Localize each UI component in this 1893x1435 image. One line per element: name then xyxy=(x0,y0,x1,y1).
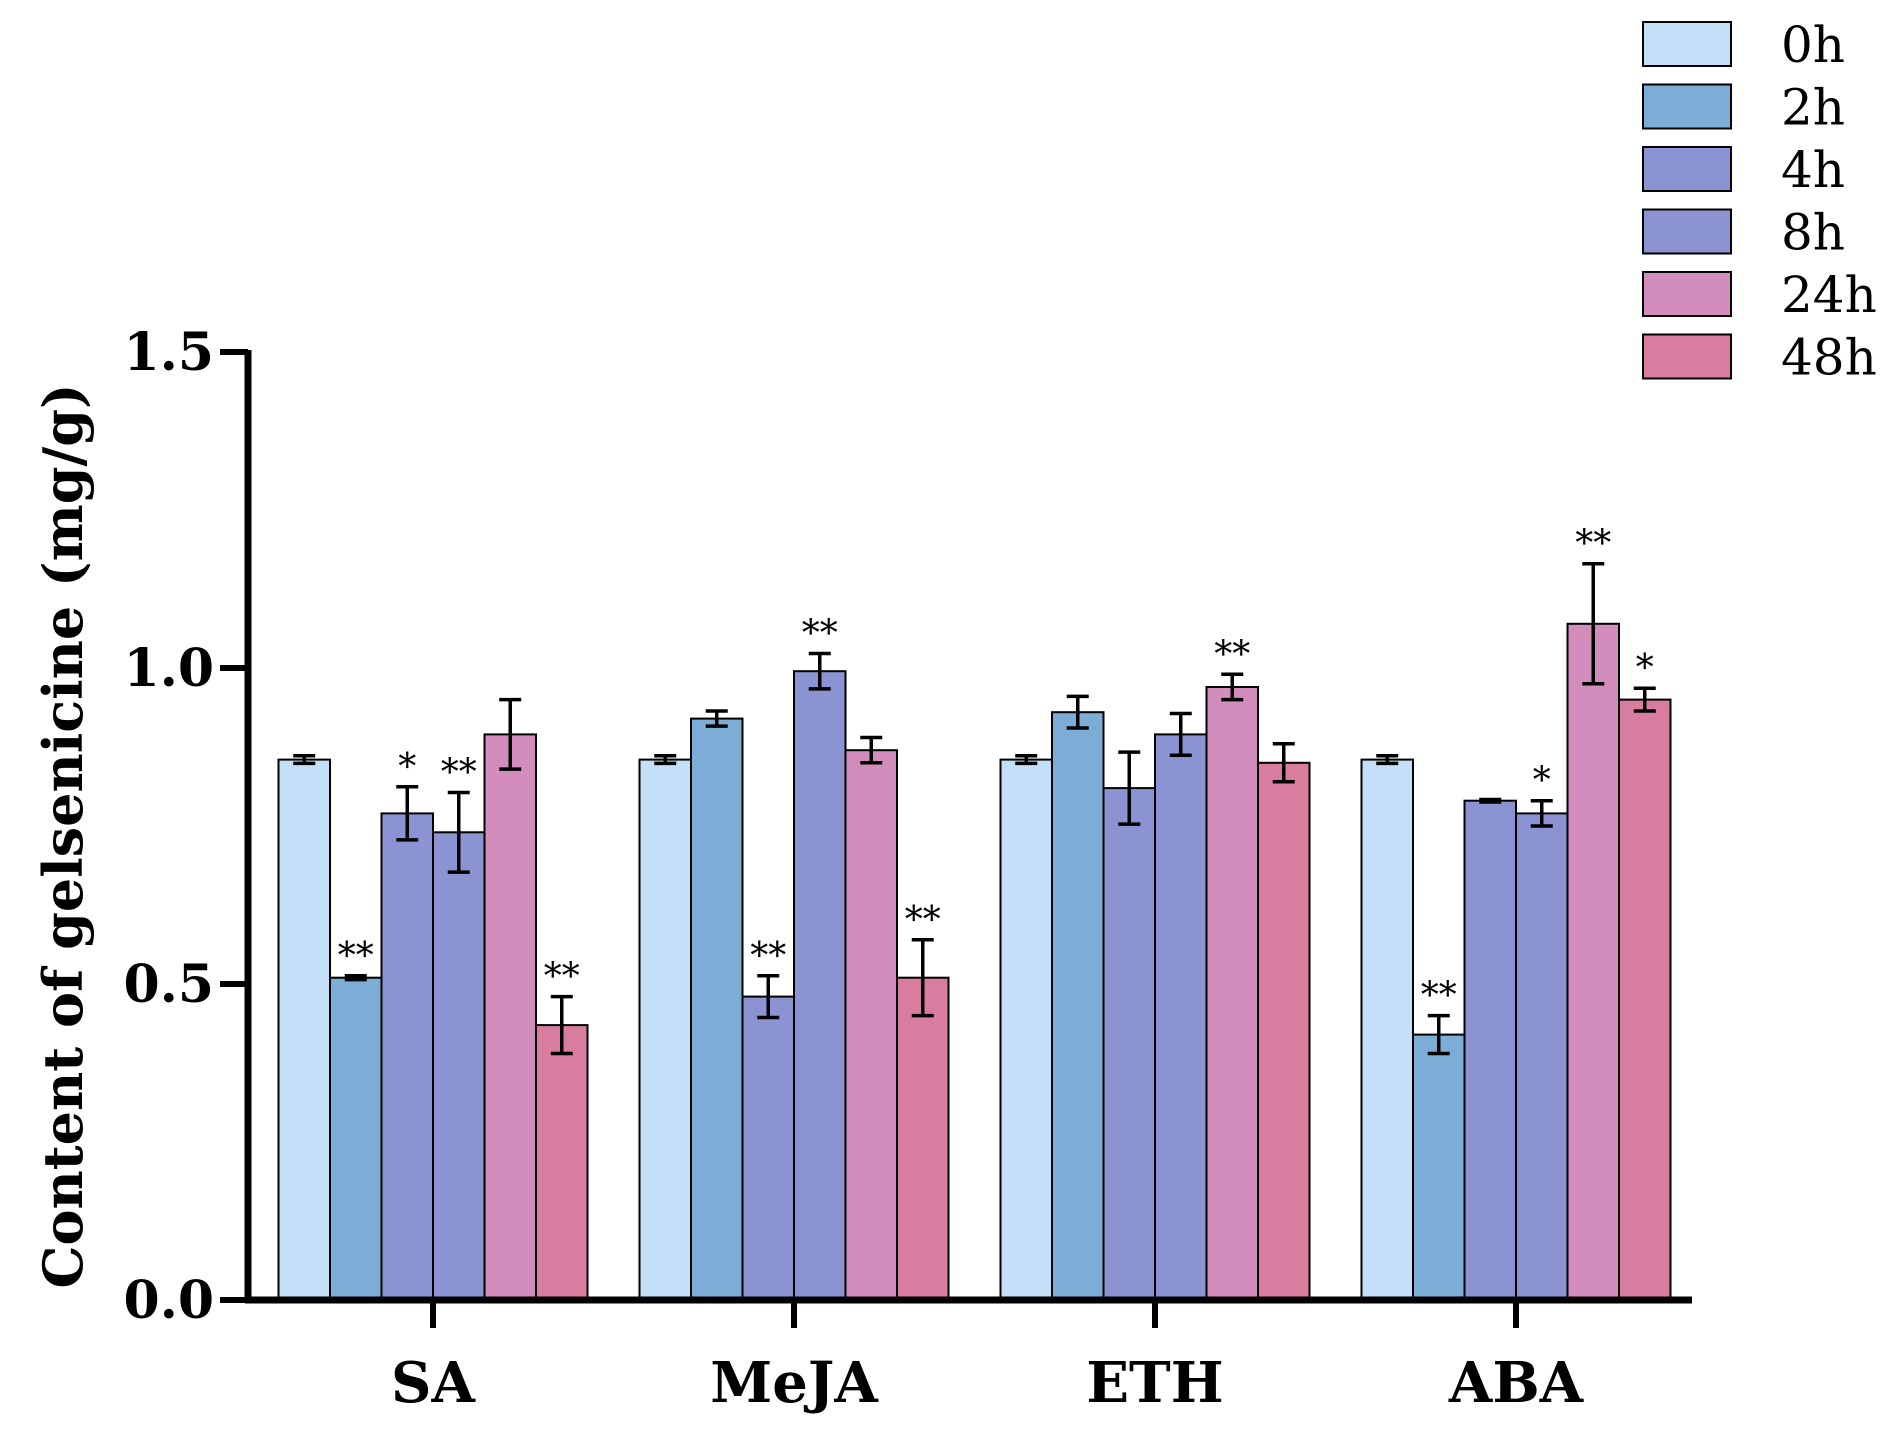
bar-aba-24h xyxy=(1566,622,1620,1301)
bar-aba-4h xyxy=(1463,799,1517,1301)
legend-label-48h: 48h xyxy=(1781,329,1877,387)
bar-sa-8h xyxy=(432,831,486,1301)
significance-mark-meja-8h: ** xyxy=(802,614,838,655)
x-tick-label-aba: ABA xyxy=(1448,1350,1585,1416)
bar-meja-24h xyxy=(844,749,898,1301)
bar-sa-24h xyxy=(483,733,537,1301)
y-tick-label: 1.5 xyxy=(124,322,214,383)
significance-mark-sa-48h: ** xyxy=(544,957,580,998)
bar-sa-48h xyxy=(535,1024,589,1301)
axes-layer: 0.0 0.5 1.0 1.5 SA MeJA ETH ABA xyxy=(124,322,1692,1416)
x-tick-label-meja: MeJA xyxy=(710,1350,879,1416)
significance-layer: *** ****************** xyxy=(338,524,1654,1017)
legend-swatch-0h xyxy=(1642,21,1732,67)
bar-aba-48h xyxy=(1618,698,1672,1301)
x-tick-label-sa: SA xyxy=(391,1350,476,1416)
bar-meja-0h xyxy=(638,758,692,1301)
significance-mark-sa-8h: ** xyxy=(441,753,477,794)
significance-mark-eth-24h: ** xyxy=(1214,634,1250,675)
legend-label-2h: 2h xyxy=(1781,79,1845,137)
legend-swatch-24h xyxy=(1642,271,1732,317)
bar-sa-4h xyxy=(380,812,434,1302)
bar-meja-48h xyxy=(896,976,950,1301)
y-axis-title: Content of gelsenicine (mg/g) xyxy=(31,383,95,1288)
bars-layer xyxy=(277,622,1672,1302)
bar-sa-2h xyxy=(329,976,383,1301)
y-tick-label: 0.0 xyxy=(124,1270,214,1331)
legend-swatch-8h xyxy=(1642,208,1732,255)
y-tick-label: 1.0 xyxy=(124,638,214,699)
bar-eth-4h xyxy=(1102,787,1156,1301)
significance-mark-sa-4h: * xyxy=(398,747,416,788)
x-tick-label-eth: ETH xyxy=(1086,1350,1223,1416)
bar-eth-48h xyxy=(1257,761,1311,1301)
legend-label-8h: 8h xyxy=(1781,204,1845,262)
bar-aba-8h xyxy=(1515,812,1569,1302)
legend-swatch-4h xyxy=(1642,146,1732,192)
significance-mark-meja-4h: ** xyxy=(750,936,786,977)
y-tick-label: 0.5 xyxy=(124,954,214,1015)
significance-mark-sa-2h: ** xyxy=(338,936,374,977)
bar-eth-0h xyxy=(999,758,1053,1301)
significance-mark-aba-8h: * xyxy=(1533,761,1551,802)
significance-mark-meja-48h: ** xyxy=(905,900,941,941)
bar-aba-2h xyxy=(1412,1033,1466,1301)
significance-mark-aba-2h: ** xyxy=(1421,976,1457,1017)
bar-eth-2h xyxy=(1051,711,1105,1301)
significance-mark-aba-48h: * xyxy=(1636,648,1654,689)
legend-label-0h: 0h xyxy=(1781,16,1845,74)
bar-meja-4h xyxy=(741,995,795,1301)
bar-aba-0h xyxy=(1360,758,1414,1301)
legend-label-4h: 4h xyxy=(1781,141,1845,199)
legend-swatch-48h xyxy=(1642,333,1732,380)
legend-label-24h: 24h xyxy=(1781,266,1877,324)
bar-meja-8h xyxy=(793,670,847,1301)
bar-eth-8h xyxy=(1154,733,1208,1301)
legend-swatch-2h xyxy=(1642,83,1732,130)
significance-mark-aba-24h: ** xyxy=(1575,524,1611,565)
bar-meja-2h xyxy=(690,717,744,1301)
bar-sa-0h xyxy=(277,758,331,1301)
error-bars-layer xyxy=(293,561,1656,1056)
bar-eth-24h xyxy=(1205,686,1259,1301)
